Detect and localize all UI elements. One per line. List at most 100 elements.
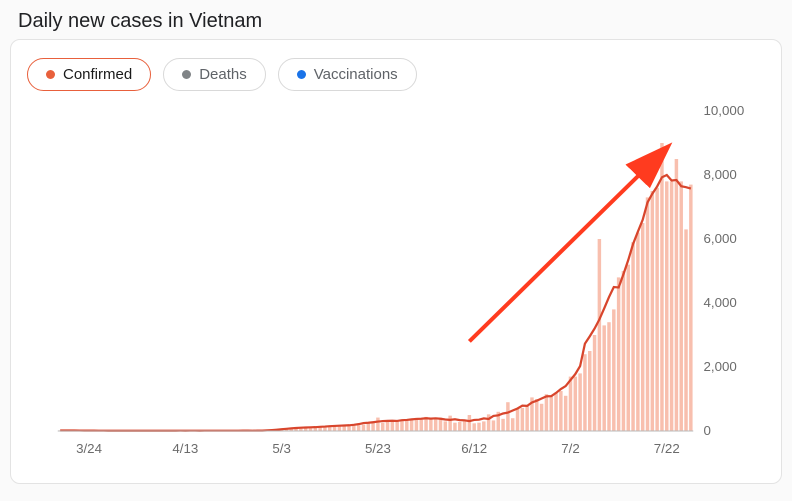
bar bbox=[631, 242, 634, 431]
chip-deaths[interactable]: Deaths bbox=[163, 58, 266, 91]
x-tick: 5/3 bbox=[272, 441, 291, 456]
y-tick-label: 6,000 bbox=[704, 231, 737, 246]
bar bbox=[410, 419, 413, 431]
chip-label: Deaths bbox=[199, 66, 247, 83]
bar bbox=[574, 377, 577, 431]
bar bbox=[583, 354, 586, 431]
x-tick-label: 7/22 bbox=[654, 441, 680, 456]
bar bbox=[501, 419, 504, 431]
bar bbox=[612, 309, 615, 431]
chip-dot-icon bbox=[46, 70, 55, 79]
chart-svg: 0 2,000 4,000 6,000 8,000 10,000 3/24 4/13 5/3 5/… bbox=[27, 101, 765, 471]
bar bbox=[655, 188, 658, 431]
y-tick: 4,000 bbox=[704, 295, 737, 310]
x-tick-label: 3/24 bbox=[76, 441, 102, 456]
y-tick-label: 10,000 bbox=[704, 103, 745, 118]
bar bbox=[598, 239, 601, 431]
bar bbox=[559, 391, 562, 431]
bar bbox=[602, 325, 605, 431]
bar bbox=[405, 421, 408, 431]
bar bbox=[689, 185, 692, 431]
bar bbox=[525, 406, 528, 431]
bar bbox=[535, 399, 538, 431]
bar bbox=[453, 423, 456, 431]
y-tick-label: 8,000 bbox=[704, 167, 737, 182]
x-tick-label: 4/13 bbox=[172, 441, 198, 456]
bar bbox=[651, 191, 654, 431]
bar bbox=[420, 420, 423, 431]
bar bbox=[352, 426, 355, 431]
bar bbox=[665, 181, 668, 431]
bar bbox=[381, 423, 384, 431]
bar bbox=[675, 159, 678, 431]
x-tick: 7/2 bbox=[561, 441, 580, 456]
bar bbox=[670, 181, 673, 431]
y-tick: 2,000 bbox=[704, 359, 737, 374]
y-tick: 10,000 bbox=[704, 103, 745, 118]
x-tick: 3/24 bbox=[76, 441, 102, 456]
bar bbox=[564, 396, 567, 431]
bar bbox=[617, 277, 620, 431]
bar bbox=[636, 233, 639, 431]
x-tick-label: 5/3 bbox=[272, 441, 291, 456]
bar bbox=[684, 229, 687, 431]
x-tick: 5/23 bbox=[365, 441, 391, 456]
bar bbox=[376, 418, 379, 431]
bar bbox=[622, 271, 625, 431]
bar bbox=[386, 422, 389, 431]
bar bbox=[511, 418, 514, 431]
bar bbox=[554, 393, 557, 431]
bar bbox=[506, 402, 509, 431]
bar bbox=[593, 335, 596, 431]
bar bbox=[357, 425, 360, 431]
bar bbox=[569, 377, 572, 431]
y-tick: 0 bbox=[704, 423, 711, 438]
chip-confirmed[interactable]: Confirmed bbox=[27, 58, 151, 91]
page-title: Daily new cases in Vietnam bbox=[0, 0, 792, 39]
x-tick-label: 5/23 bbox=[365, 441, 391, 456]
y-tick-label: 2,000 bbox=[704, 359, 737, 374]
bar bbox=[472, 423, 475, 431]
x-tick: 4/13 bbox=[172, 441, 198, 456]
bar bbox=[607, 322, 610, 431]
y-tick-label: 4,000 bbox=[704, 295, 737, 310]
bar bbox=[627, 265, 630, 431]
bar bbox=[516, 409, 519, 431]
bar bbox=[482, 421, 485, 431]
chip-label: Confirmed bbox=[63, 66, 132, 83]
chip-vaccinations[interactable]: Vaccinations bbox=[278, 58, 417, 91]
y-tick: 6,000 bbox=[704, 231, 737, 246]
chart-card: Confirmed Deaths Vaccinations 0 2,000 4,000 6… bbox=[10, 39, 782, 484]
bar bbox=[434, 419, 437, 431]
chip-dot-icon bbox=[297, 70, 306, 79]
bar bbox=[463, 421, 466, 431]
chip-row: Confirmed Deaths Vaccinations bbox=[27, 58, 765, 91]
bar bbox=[362, 425, 365, 431]
bar bbox=[458, 422, 461, 431]
bar bbox=[521, 408, 524, 431]
chip-label: Vaccinations bbox=[314, 66, 398, 83]
bar bbox=[400, 420, 403, 431]
bar bbox=[468, 415, 471, 431]
x-tick-label: 6/12 bbox=[461, 441, 487, 456]
bar bbox=[492, 420, 495, 431]
bar bbox=[391, 421, 394, 431]
bar bbox=[429, 418, 432, 431]
bar bbox=[549, 396, 552, 431]
x-tick-label: 7/2 bbox=[561, 441, 580, 456]
bar bbox=[477, 423, 480, 431]
bar bbox=[487, 414, 490, 431]
bar bbox=[395, 421, 398, 431]
bar bbox=[646, 197, 649, 431]
bar bbox=[679, 181, 682, 431]
bar bbox=[540, 404, 543, 431]
x-tick: 6/12 bbox=[461, 441, 487, 456]
bar bbox=[448, 416, 451, 431]
bar bbox=[641, 223, 644, 431]
bar bbox=[545, 394, 548, 431]
chip-dot-icon bbox=[182, 70, 191, 79]
bar bbox=[578, 373, 581, 431]
bar bbox=[444, 421, 447, 431]
y-tick: 8,000 bbox=[704, 167, 737, 182]
x-tick: 7/22 bbox=[654, 441, 680, 456]
